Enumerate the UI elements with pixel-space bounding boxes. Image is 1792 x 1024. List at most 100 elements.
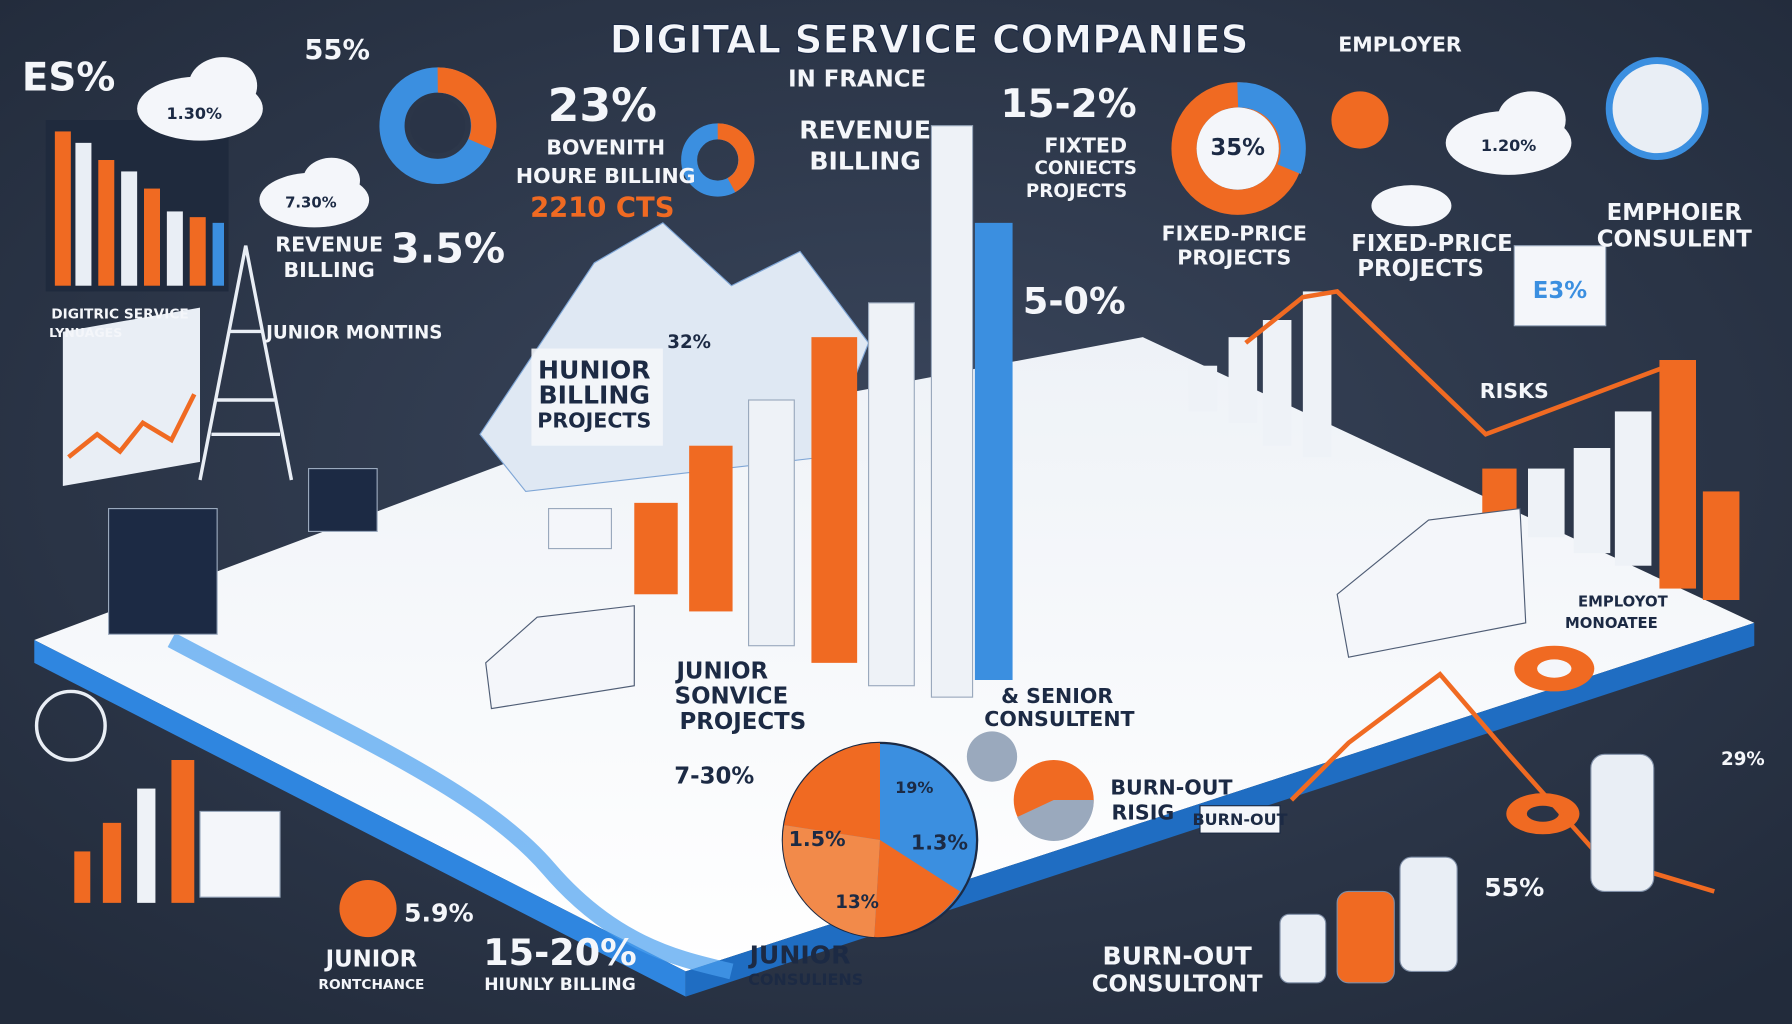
label-text: CONSULTONT xyxy=(1092,972,1263,998)
screen-part xyxy=(108,508,218,635)
label-text: BOVENITH xyxy=(546,136,665,160)
label-text: 15-2% xyxy=(1001,82,1137,127)
label-text: MONOATEE xyxy=(1565,614,1658,632)
label-text: BURN-OUT xyxy=(1192,810,1287,829)
label-text: 1.30% xyxy=(167,104,223,123)
pie xyxy=(781,731,1094,939)
label-text: 13% xyxy=(835,892,879,913)
label-text: 7-30% xyxy=(674,764,754,790)
label-text: 5-0% xyxy=(1023,279,1126,322)
pie-part xyxy=(874,840,960,938)
bar-3d-part xyxy=(137,788,156,903)
coin-stack-part xyxy=(1399,856,1458,972)
label-text: 15-20% xyxy=(483,931,637,974)
pie-part xyxy=(784,742,880,840)
label-text: 35% xyxy=(1210,135,1265,161)
label-text: 5.9% xyxy=(404,898,474,927)
tower xyxy=(198,245,294,481)
bar-chart-left-part xyxy=(121,171,138,286)
bar-3d-part xyxy=(1188,365,1218,412)
screen-part xyxy=(548,508,612,550)
bar-chart-left-part xyxy=(166,211,183,286)
label-text: HOURE BILLING xyxy=(516,164,696,188)
bar-3d-part xyxy=(1702,491,1740,600)
bar-chart-left-part xyxy=(212,222,224,286)
label-text: 55% xyxy=(304,35,370,66)
title: DIGITAL SERVICE COMPANIES xyxy=(610,18,1249,63)
donut xyxy=(379,57,1709,835)
pie-part xyxy=(1017,800,1094,841)
tower-part xyxy=(198,245,294,481)
donut-part xyxy=(1196,107,1279,190)
globe-icon xyxy=(34,689,107,762)
coin-stack-part xyxy=(1590,753,1655,892)
cloud-part xyxy=(188,57,258,115)
label-text: PROJECTS xyxy=(680,709,807,735)
label-text: EMPLOYER xyxy=(1338,33,1462,57)
label-text: E3% xyxy=(1533,278,1587,304)
label-text: 3.5% xyxy=(391,224,505,272)
donut-part xyxy=(437,67,497,150)
bar-chart-left-part xyxy=(54,131,71,286)
label-box-part xyxy=(531,348,663,446)
line-panel-left xyxy=(62,307,200,487)
donut-part xyxy=(1537,659,1572,678)
label-text: RONTCHANCE xyxy=(318,977,424,993)
bar-3d-part xyxy=(1262,320,1292,446)
bar-3d-part xyxy=(1302,291,1332,458)
label-text: PROJECTS xyxy=(1026,181,1127,202)
label-text: REVENUE xyxy=(799,115,931,144)
label-text: RISKS xyxy=(1480,379,1549,403)
bar-3d-part xyxy=(867,302,915,687)
bar-3d-part xyxy=(1573,448,1611,554)
label-text: DIGITRIC SERVICE xyxy=(51,306,189,322)
bar-3d-part xyxy=(1528,468,1565,538)
label-text: & SENIOR xyxy=(1001,684,1113,708)
line-panel-left-part xyxy=(62,307,200,487)
label-text: EMPLOYOT xyxy=(1578,592,1669,610)
bar-3d-part xyxy=(974,222,1013,680)
label-text: ES% xyxy=(22,55,115,100)
bar-3d-part xyxy=(171,760,195,903)
pie-part xyxy=(966,731,1018,782)
label-text: 1.3% xyxy=(911,830,968,854)
label-text: JUNIOR xyxy=(674,658,768,684)
bar-chart-left-part xyxy=(75,142,92,286)
trend-line xyxy=(1244,288,1670,437)
van-part xyxy=(1336,507,1527,658)
bar-3d-part xyxy=(1659,360,1696,589)
coin-stack-part xyxy=(1279,913,1327,984)
van-part xyxy=(485,605,635,710)
label-text: 19% xyxy=(895,778,933,797)
donut-part xyxy=(717,123,755,193)
label-text: JUNIOR xyxy=(748,941,851,970)
label-text: 7.30% xyxy=(285,193,337,211)
donut-part xyxy=(1331,91,1389,149)
label-text: 32% xyxy=(667,332,711,353)
screen-part xyxy=(308,468,378,532)
subtitle: IN FRANCE xyxy=(788,66,926,92)
label-text: 23% xyxy=(548,79,657,132)
label-text: RISIG xyxy=(1111,801,1174,825)
bar-chart-left-part xyxy=(144,188,160,286)
donut-part xyxy=(410,98,466,154)
platform-part xyxy=(167,632,734,980)
line-panel-left-part xyxy=(67,393,197,459)
label-text: CONSULTENT xyxy=(984,707,1134,731)
screen-part xyxy=(199,810,281,898)
label: ES% 55% 1.30% 7.30% 23% BOVENITH HOURE B… xyxy=(22,33,1765,998)
label-text: FIXED-PRICE xyxy=(1351,231,1512,257)
label-box xyxy=(531,348,1281,834)
label-text: 1.20% xyxy=(1481,136,1537,155)
cloud-part xyxy=(1497,91,1566,149)
cloud-part xyxy=(302,157,360,204)
label-text: BURN-OUT xyxy=(1103,942,1252,971)
label-text: BILLING xyxy=(284,258,375,282)
donut-part xyxy=(1237,82,1306,174)
van xyxy=(485,507,1527,710)
label-text: SONVICE xyxy=(675,684,789,710)
bar-chart-left-part xyxy=(98,160,115,286)
label-text: REVENUE xyxy=(275,233,383,257)
bar-3d-part xyxy=(689,445,733,612)
label-text: CONIECTS xyxy=(1034,158,1137,179)
